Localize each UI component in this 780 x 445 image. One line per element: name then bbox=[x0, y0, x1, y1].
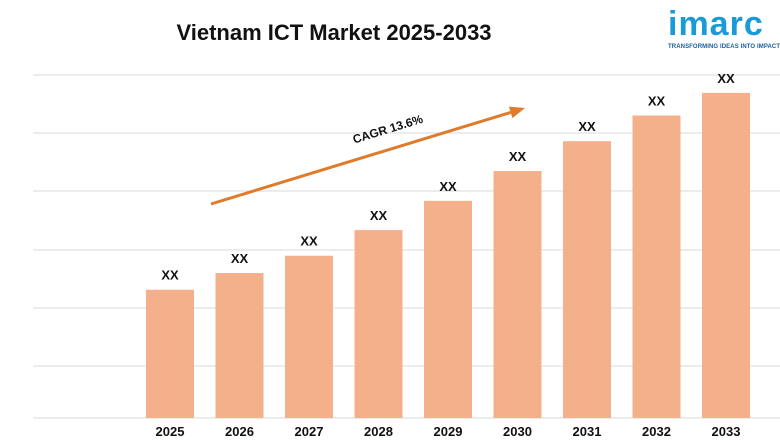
x-tick-2033: 2033 bbox=[712, 424, 741, 439]
logo-wordmark: imarc bbox=[668, 5, 764, 43]
imarc-logo: imarc TRANSFORMING IDEAS INTO IMPACT bbox=[666, 4, 780, 56]
bar-2033 bbox=[702, 92, 750, 419]
bar-2031 bbox=[563, 141, 611, 418]
bar-2026 bbox=[215, 273, 264, 418]
x-tick-2030: 2030 bbox=[503, 424, 532, 439]
chart-title: Vietnam ICT Market 2025-2033 bbox=[176, 20, 492, 45]
bar-2028 bbox=[354, 230, 403, 418]
x-tick-2032: 2032 bbox=[642, 424, 671, 439]
x-tick-2027: 2027 bbox=[295, 424, 324, 439]
bar-2032 bbox=[632, 115, 681, 418]
x-tick-2025: 2025 bbox=[156, 424, 185, 439]
bar-2029 bbox=[424, 200, 472, 418]
x-axis-ticks: 2025 2026 2027 2028 2029 2030 2031 2032 2033 bbox=[156, 424, 741, 439]
bars bbox=[146, 92, 750, 419]
logo-tagline: TRANSFORMING IDEAS INTO IMPACT bbox=[668, 44, 780, 50]
data-label-2027: XX bbox=[300, 234, 318, 249]
cagr-annotation: CAGR 13.6% bbox=[210, 106, 525, 206]
x-tick-2029: 2029 bbox=[434, 424, 463, 439]
data-label-2028: XX bbox=[370, 208, 388, 223]
bar-2027 bbox=[285, 255, 333, 418]
bar-2030 bbox=[493, 171, 542, 418]
data-label-2030: XX bbox=[509, 149, 527, 164]
data-label-2029: XX bbox=[439, 179, 457, 194]
x-tick-2028: 2028 bbox=[364, 424, 393, 439]
data-label-2032: XX bbox=[648, 94, 666, 109]
bar-2025 bbox=[146, 289, 194, 418]
data-label-2025: XX bbox=[161, 268, 179, 283]
x-tick-2031: 2031 bbox=[573, 424, 602, 439]
data-labels: XX XX XX XX XX XX XX XX XX bbox=[161, 71, 735, 283]
cagr-arrowhead bbox=[508, 106, 525, 119]
cagr-arrow bbox=[210, 110, 512, 206]
x-tick-2026: 2026 bbox=[225, 424, 254, 439]
data-label-2031: XX bbox=[578, 119, 596, 134]
data-label-2026: XX bbox=[231, 251, 249, 266]
data-label-2033: XX bbox=[717, 71, 735, 86]
